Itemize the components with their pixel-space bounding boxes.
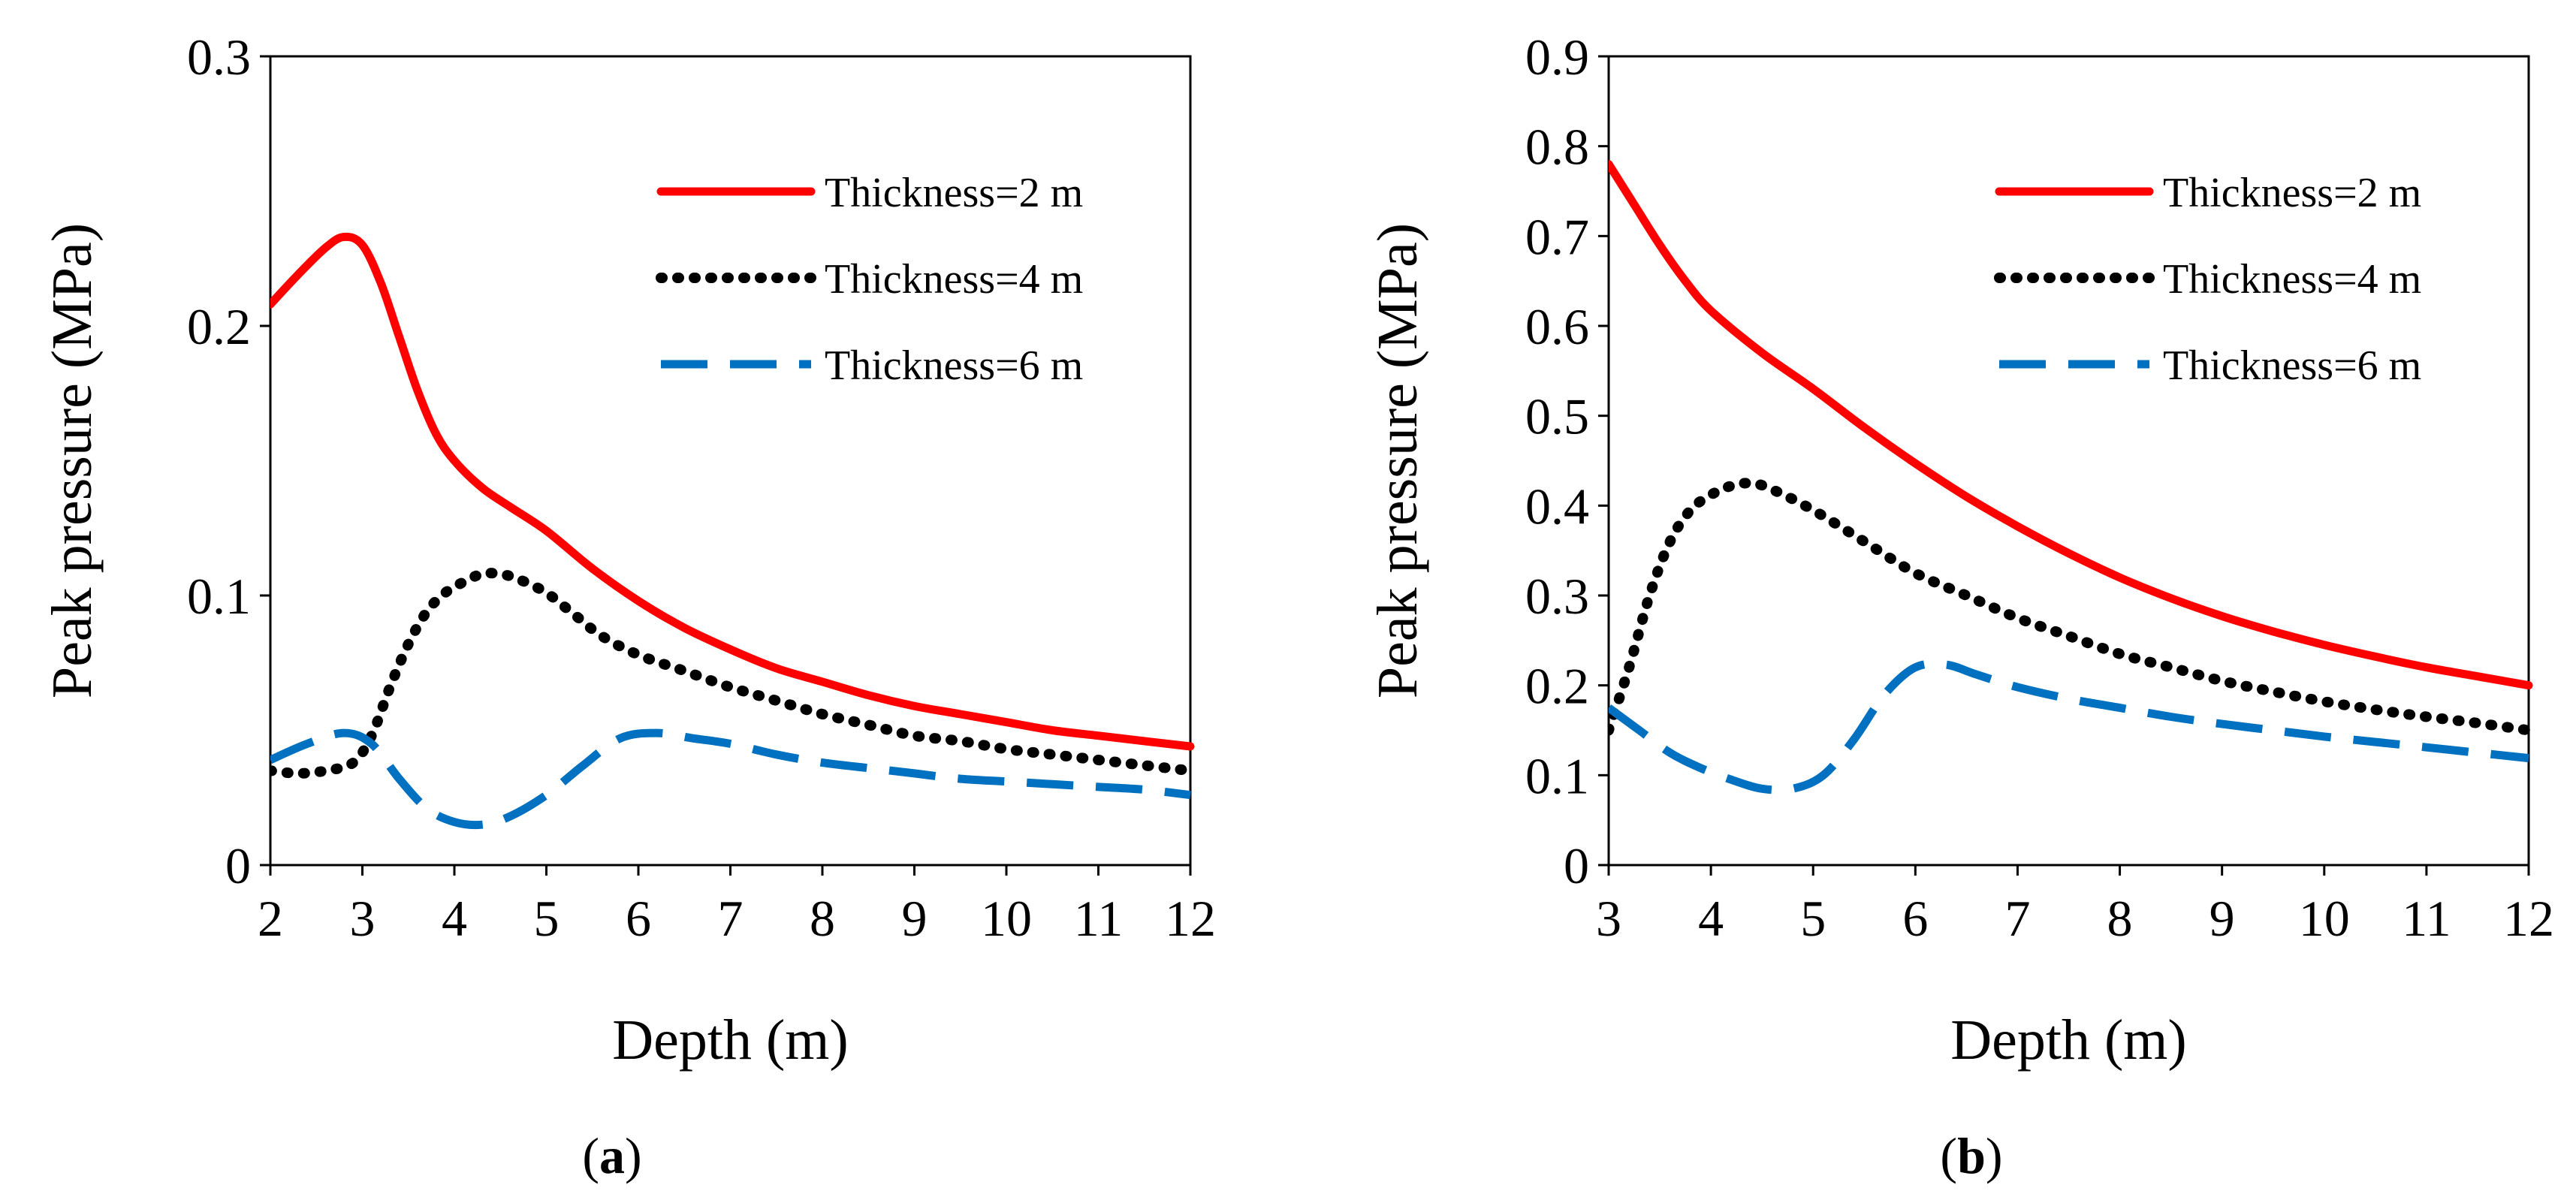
y-tick-label: 0.4 (1525, 478, 1589, 535)
y-tick-label: 0.9 (1525, 29, 1589, 86)
x-tick-label: 5 (534, 890, 560, 947)
x-tick-label: 3 (1596, 890, 1621, 947)
legend: Thickness=2 m Thickness=4 m Thickness=6 m (1994, 170, 2421, 389)
series-line-1 (270, 232, 1195, 751)
y-tick-label: 0.5 (1525, 388, 1589, 445)
legend-label-3: Thickness=6 m (2163, 342, 2421, 389)
x-tick-label: 12 (2503, 890, 2554, 947)
panel-caption: (b) (1940, 1127, 2002, 1184)
panel-caption-letter: a (599, 1127, 625, 1184)
series-group (1609, 160, 2534, 794)
x-tick-label: 6 (1902, 890, 1928, 947)
series-line-1 (1609, 160, 2533, 690)
series-line-3 (270, 728, 1191, 830)
legend-label-1: Thickness=2 m (825, 170, 1083, 216)
x-tick-label: 4 (442, 890, 467, 947)
legend-label-2: Thickness=4 m (2163, 256, 2421, 303)
x-axis-title: Depth (m) (612, 1009, 848, 1072)
x-tick-label: 8 (2107, 890, 2133, 947)
y-tick-label: 0.3 (187, 29, 251, 86)
x-axis-title: Depth (m) (1950, 1009, 2186, 1072)
y-tick-label: 0 (1564, 837, 1589, 894)
chart-panel-b: 0 0.1 0.2 0.3 0.4 0.5 0.6 0.7 0.8 0.9 3 4 5 6 7 8 9 10 11 1… (1366, 29, 2554, 1184)
y-tick-label: 0.6 (1525, 298, 1589, 355)
x-tick-label: 4 (1698, 890, 1724, 947)
x-tick-label: 2 (258, 890, 283, 947)
y-tick-label: 0 (225, 837, 251, 894)
y-tick-label: 0.3 (1525, 568, 1589, 625)
y-tick-label: 0.1 (1525, 747, 1589, 804)
legend-label-2: Thickness=4 m (825, 256, 1083, 303)
y-tick-label: 0.2 (187, 298, 251, 355)
y-tick-label: 0.1 (187, 568, 251, 625)
plot-frame (1607, 55, 2530, 867)
x-tick-label: 11 (2402, 890, 2451, 947)
panel-caption-letter: b (1957, 1127, 1986, 1184)
series-line-3 (1609, 659, 2529, 794)
x-tick-label: 7 (718, 890, 744, 947)
y-tick-label: 0.7 (1525, 208, 1589, 265)
x-tick-label: 7 (2004, 890, 2030, 947)
panel-caption: (a) (582, 1127, 641, 1184)
x-tick-label: 9 (902, 890, 928, 947)
series-group (270, 232, 1196, 830)
x-tick-label: 8 (810, 890, 835, 947)
x-tick-label: 10 (981, 890, 1032, 947)
series-line-2 (270, 568, 1196, 779)
y-tick-label: 0.8 (1525, 119, 1589, 176)
y-tick-label: 0.2 (1525, 658, 1589, 715)
y-axis-title: Peak pressure (MPa) (41, 223, 104, 698)
legend-label-1: Thickness=2 m (2163, 170, 2421, 216)
x-tick-label: 10 (2299, 890, 2350, 947)
series-line-2 (1609, 478, 2534, 736)
x-tick-label: 6 (626, 890, 651, 947)
x-tick-label: 9 (2210, 890, 2235, 947)
x-tick-label: 3 (350, 890, 376, 947)
chart-panel-a: 0 0.1 0.2 0.3 2 3 4 5 6 7 8 9 10 11 12 Depth (m) Peak pr… (41, 29, 1216, 1184)
x-tick-label: 12 (1165, 890, 1216, 947)
legend: Thickness=2 m Thickness=4 m Thickness=6 m (656, 170, 1083, 389)
y-axis-title: Peak pressure (MPa) (1366, 223, 1429, 698)
x-tick-label: 11 (1074, 890, 1123, 947)
x-tick-label: 5 (1800, 890, 1826, 947)
legend-label-3: Thickness=6 m (825, 342, 1083, 389)
